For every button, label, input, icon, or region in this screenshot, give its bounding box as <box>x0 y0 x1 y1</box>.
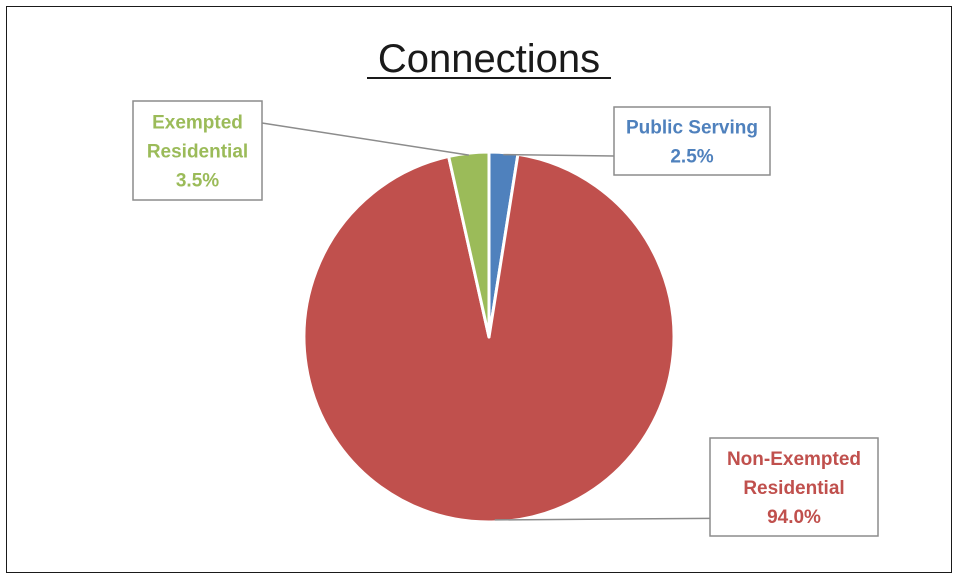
data-label-name: Exempted <box>152 113 243 134</box>
data-label-name: Public Serving <box>626 118 758 139</box>
chart-title: Connections <box>378 37 600 81</box>
data-label-box-non-exempted-residential <box>709 437 879 537</box>
leader-line-exempted-residential <box>261 122 470 156</box>
data-label-value: 94.0% <box>767 507 821 528</box>
leader-lines <box>261 122 711 521</box>
data-label-name: Residential <box>147 142 248 163</box>
data-label-value: 3.5% <box>176 171 219 192</box>
leader-line-public-serving <box>503 153 615 157</box>
data-label-value: 2.5% <box>670 147 713 168</box>
data-label-name: Residential <box>743 478 844 499</box>
pie-slice-exempted-residential <box>447 150 491 339</box>
data-label-box-public-serving <box>613 106 771 176</box>
pie-slices <box>302 150 676 524</box>
data-label-name: Non-Exempted <box>727 449 861 470</box>
data-label-box-exempted-residential <box>132 100 263 201</box>
data-labels: Public Serving 2.5% Non-Exempted Residentia… <box>132 100 879 537</box>
leader-line-non-exempted-residential <box>494 517 711 521</box>
